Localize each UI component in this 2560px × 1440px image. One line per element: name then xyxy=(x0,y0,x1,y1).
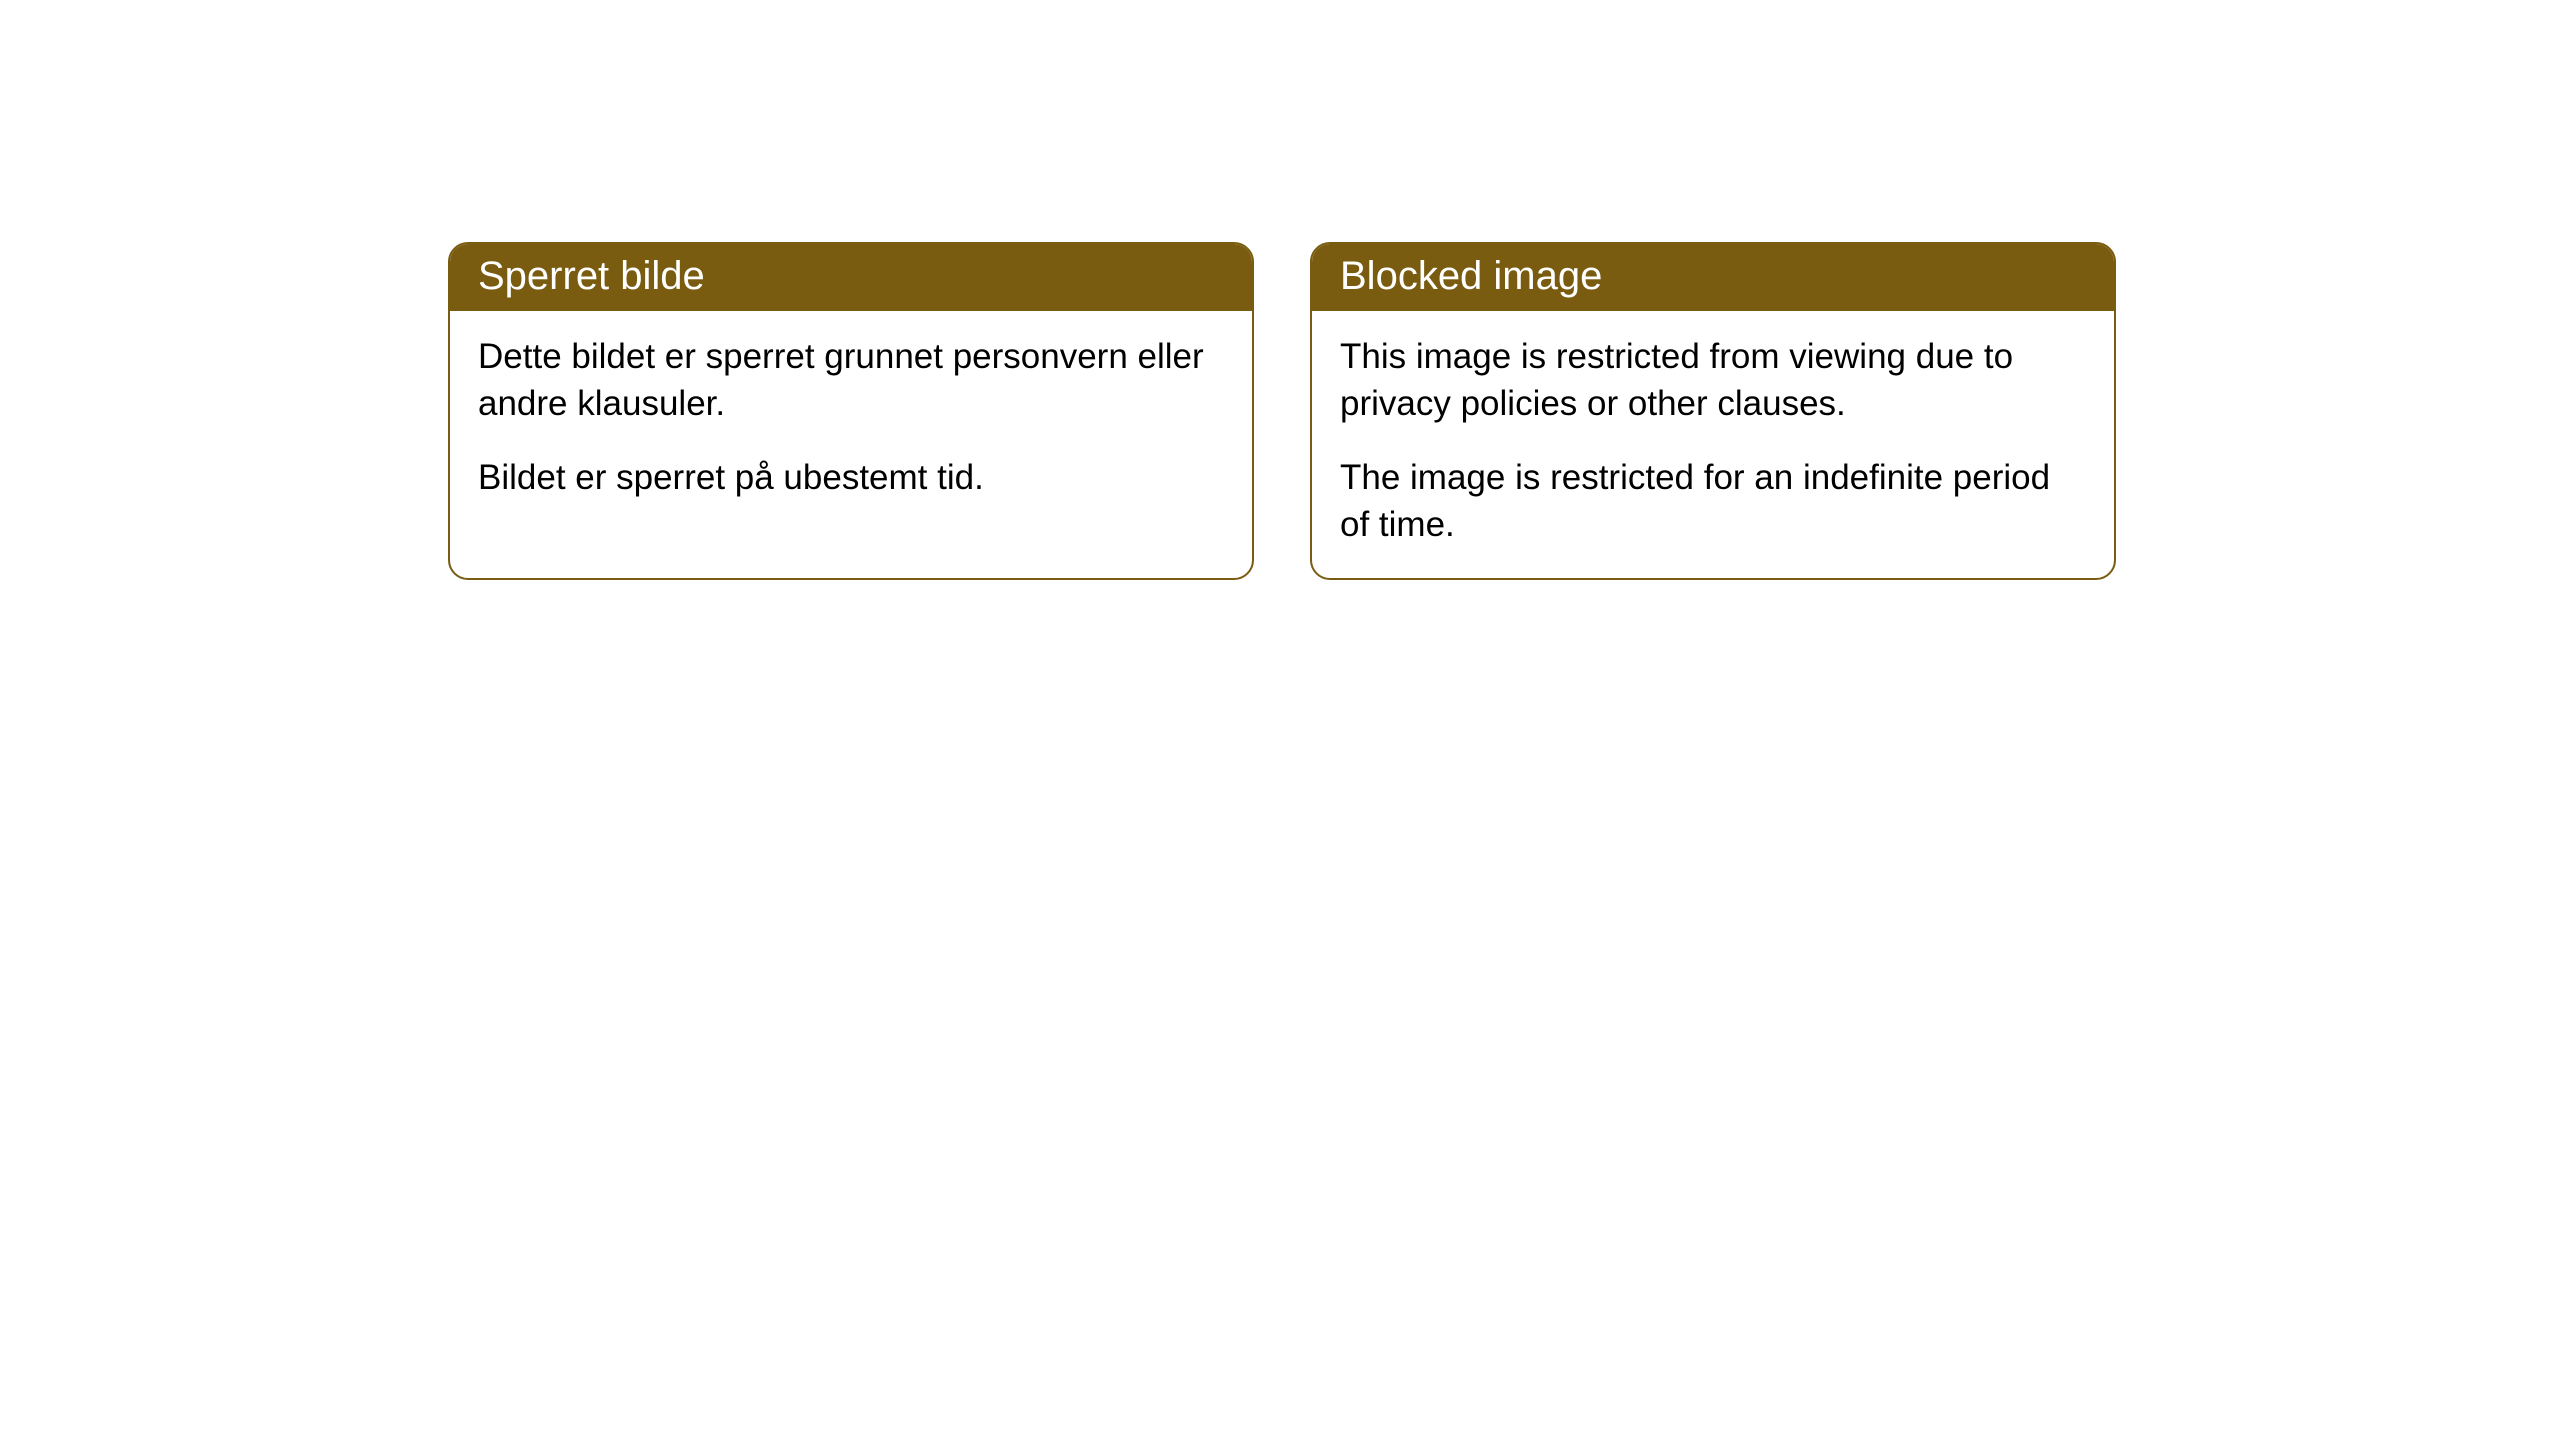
card-header-no: Sperret bilde xyxy=(450,244,1252,311)
card-body-no: Dette bildet er sperret grunnet personve… xyxy=(450,311,1252,531)
cards-container: Sperret bilde Dette bildet er sperret gr… xyxy=(0,0,2560,580)
card-para1-no: Dette bildet er sperret grunnet personve… xyxy=(478,333,1224,428)
card-title-no: Sperret bilde xyxy=(478,254,705,298)
card-para2-en: The image is restricted for an indefinit… xyxy=(1340,454,2086,549)
card-header-en: Blocked image xyxy=(1312,244,2114,311)
card-para1-en: This image is restricted from viewing du… xyxy=(1340,333,2086,428)
blocked-image-card-no: Sperret bilde Dette bildet er sperret gr… xyxy=(448,242,1254,580)
card-para2-no: Bildet er sperret på ubestemt tid. xyxy=(478,454,1224,501)
card-body-en: This image is restricted from viewing du… xyxy=(1312,311,2114,578)
blocked-image-card-en: Blocked image This image is restricted f… xyxy=(1310,242,2116,580)
card-title-en: Blocked image xyxy=(1340,254,1602,298)
